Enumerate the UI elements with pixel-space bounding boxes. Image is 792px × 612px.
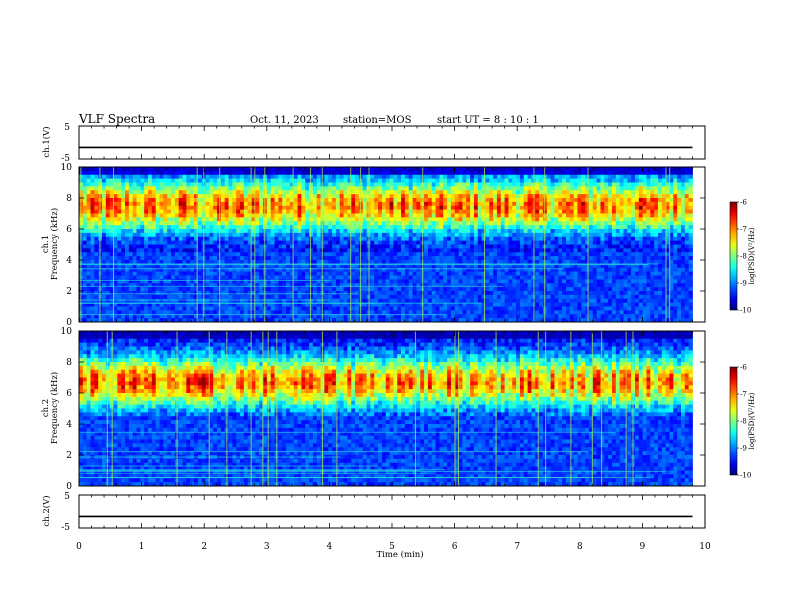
colorbar-scale [729,201,738,311]
colorbar-tick-label: -7 [740,391,747,399]
ch1-spectrogram-yticks: 0 2 4 6 8 10 [61,163,705,328]
x-tick-label: 5 [389,542,395,552]
x-tick-label: 1 [139,542,145,552]
ch1-ytick-bottom: -5 [61,154,70,164]
y-tick-label: 8 [66,194,72,204]
colorbar-label: log(PSD)(V²/Hz) [748,392,756,449]
ch2-colorbar: -6 -7 -8 -9 -10 log(PSD)(V²/Hz) [729,364,756,480]
ch1-channel-label: ch.1 [41,235,51,253]
x-tick-label: 9 [640,542,646,552]
x-tick-label: 6 [452,542,458,552]
colorbar-scale [729,366,738,476]
x-axis-label: Time (min) [376,549,423,560]
ch1-frequency-label: Frequency (kHz) [49,208,60,280]
colorbar-tick-label: -10 [740,472,751,480]
y-tick-label: 2 [66,451,72,461]
x-tick-label: 7 [514,542,520,552]
colorbar-tick-label: -7 [740,226,747,234]
colorbar-tick-label: -6 [740,364,747,372]
colorbar-tick-label: -9 [740,280,747,288]
x-tick-label: 2 [201,542,207,552]
start-time-label: start UT = 8 : 10 : 1 [437,115,539,126]
y-tick-label: 6 [66,389,72,399]
colorbar-tick-label: -10 [740,307,751,315]
station-label: station=MOS [343,115,412,126]
y-tick-label: 4 [66,420,72,430]
ch2-frequency-label: Frequency (kHz) [49,372,60,444]
x-tick-label: 8 [577,542,583,552]
y-tick-label: 0 [66,482,72,492]
colorbar-tick-label: -8 [740,253,747,261]
x-ticks [78,126,706,528]
x-tick-label: 10 [699,542,711,552]
ch2-ytick-top: 5 [64,492,70,502]
x-tick-label: 4 [327,542,333,552]
ch1-spectrogram [79,167,693,323]
ch1-ytick-top: 5 [64,123,70,133]
ch2-ytick-bottom: -5 [61,523,70,533]
x-tick-label: 0 [76,542,82,552]
ch2-waveform-ylabel: ch.2(V) [41,495,52,526]
colorbar-tick-label: -6 [740,199,747,207]
y-tick-label: 10 [61,163,73,173]
y-tick-label: 2 [66,287,72,297]
colorbar-tick-label: -9 [740,445,747,453]
ch1-waveform-ylabel: ch.1(V) [41,126,52,157]
y-tick-label: 0 [66,318,72,328]
x-tick-label: 3 [264,542,270,552]
colorbar-tick-label: -8 [740,418,747,426]
ch2-channel-label: ch.2 [41,399,51,417]
y-tick-label: 8 [66,358,72,368]
y-tick-label: 4 [66,256,72,266]
ch2-spectrogram-yticks: 0 2 4 6 8 10 [61,327,705,492]
y-tick-label: 10 [61,327,73,337]
y-tick-label: 6 [66,225,72,235]
x-tick-labels: 0 1 2 3 4 5 6 7 8 9 10 [76,542,711,552]
colorbar-label: log(PSD)(V²/Hz) [748,227,756,284]
date-label: Oct. 11, 2023 [250,115,319,126]
figure-title: VLF Spectra [78,112,155,126]
ch1-colorbar: -6 -7 -8 -9 -10 log(PSD)(V²/Hz) [729,199,756,315]
ch2-spectrogram [79,331,693,487]
